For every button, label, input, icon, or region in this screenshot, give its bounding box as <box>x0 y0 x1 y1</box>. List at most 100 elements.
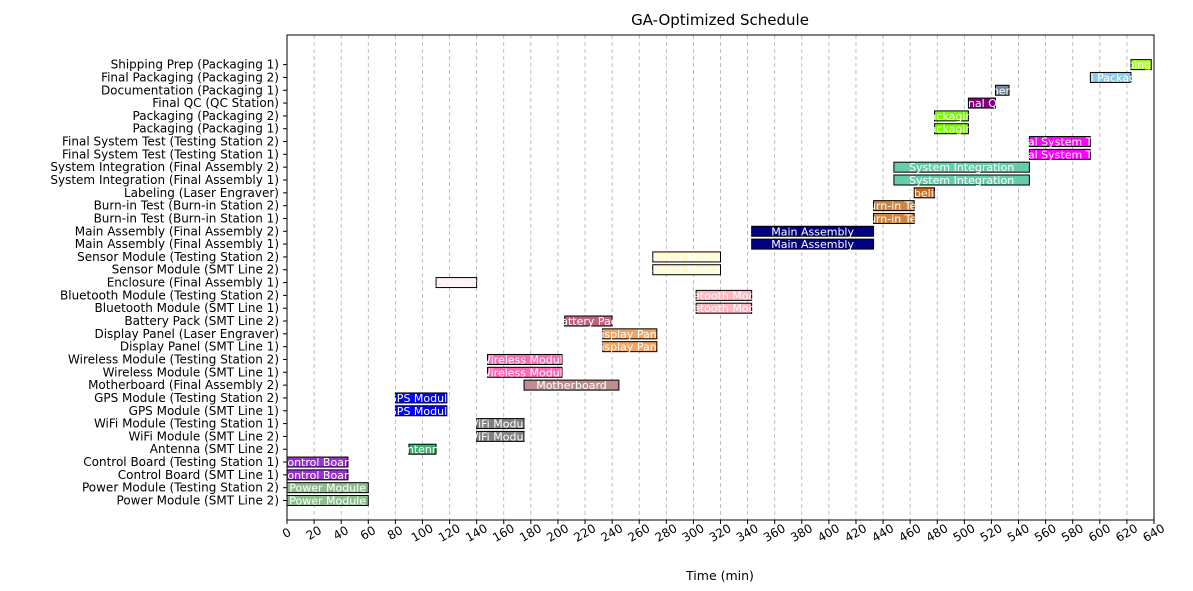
task-bar-label: GPS Module <box>388 405 454 418</box>
y-tick-label: Battery Pack (SMT Line 2) <box>124 314 279 328</box>
task-bar-label: Wireless Module <box>480 366 570 379</box>
task-bar-label: Packaging <box>924 123 980 136</box>
task-bar <box>652 251 721 263</box>
y-tick-label: Burn-in Test (Burn-in Station 1) <box>94 211 279 225</box>
task-bar <box>523 379 620 391</box>
x-tick-label: 620 <box>1113 521 1140 545</box>
task-bar-label: Documentation <box>960 84 1045 97</box>
task-bar <box>995 84 1010 96</box>
task-bar <box>394 405 448 417</box>
task-bar-label: Labeling <box>901 187 948 200</box>
x-tick-label: 560 <box>1032 521 1059 545</box>
x-tick-label: 120 <box>436 521 463 545</box>
y-tick-label: Labeling (Laser Engraver) <box>124 186 279 200</box>
y-tick-label: Shipping Prep (Packaging 1) <box>111 58 279 72</box>
task-bar <box>1130 59 1152 71</box>
task-bar-label: Sensor Module <box>646 264 727 277</box>
task-bar-label: Final System Test <box>1012 148 1108 161</box>
task-bar-label: Control Board <box>280 469 356 482</box>
task-bar-label: GPS Module <box>388 392 454 405</box>
x-tick-label: 240 <box>598 521 625 545</box>
task-bar-label: System Integration <box>909 174 1014 187</box>
y-tick-label: Main Assembly (Final Assembly 2) <box>75 224 279 238</box>
x-tick-label: 340 <box>734 521 761 545</box>
y-tick-label: WiFi Module (Testing Station 1) <box>94 417 279 431</box>
x-tick-label: 320 <box>707 521 734 545</box>
x-tick-label: 140 <box>463 521 490 545</box>
task-bar <box>476 418 525 430</box>
task-bar-label: Main Assembly <box>771 225 854 238</box>
task-bar-label: Bluetooth Module <box>675 289 772 302</box>
task-bar <box>486 366 563 378</box>
task-bar-label: System Integration <box>909 161 1014 174</box>
y-axis-ticks: Power Module (SMT Line 2)Power Module (T… <box>50 58 287 508</box>
task-bar <box>893 161 1030 173</box>
chart-title: GA-Optimized Schedule <box>631 11 809 29</box>
task-bar-label: Battery Pack <box>554 315 624 328</box>
task-bar-label: WiFi Module <box>467 430 533 443</box>
x-tick-label: 180 <box>517 521 544 545</box>
x-axis-label: Time (min) <box>685 568 754 583</box>
task-bar <box>408 443 437 455</box>
y-tick-label: WiFi Module (SMT Line 2) <box>129 429 280 443</box>
y-tick-label: Wireless Module (Testing Station 2) <box>68 352 279 366</box>
task-bar-label: Sensor Module <box>646 251 727 264</box>
y-tick-label: Bluetooth Module (Testing Station 2) <box>60 288 279 302</box>
task-bar <box>602 341 658 353</box>
x-tick-label: 600 <box>1086 521 1113 545</box>
y-tick-label: Packaging (Packaging 2) <box>133 109 279 123</box>
x-tick-label: 360 <box>761 521 788 545</box>
task-bar <box>873 212 915 224</box>
x-tick-label: 520 <box>978 521 1005 545</box>
y-tick-label: Packaging (Packaging 1) <box>133 122 279 136</box>
task-bar-label: Burn-in Test <box>861 200 927 213</box>
task-bar-label: Display Panel <box>593 341 667 354</box>
y-tick-label: Control Board (Testing Station 1) <box>83 455 279 469</box>
y-tick-label: Antenna (SMT Line 2) <box>150 442 279 456</box>
task-bar-label: Power Module <box>289 482 366 495</box>
y-tick-label: System Integration (Final Assembly 1) <box>50 173 279 187</box>
x-tick-label: 400 <box>815 521 842 545</box>
task-bar <box>1028 148 1091 160</box>
y-tick-label: Power Module (SMT Line 2) <box>117 494 279 508</box>
task-bar <box>287 456 349 468</box>
y-tick-label: Sensor Module (SMT Line 2) <box>112 263 279 277</box>
task-bar <box>435 277 478 289</box>
x-tick-label: 460 <box>896 521 923 545</box>
task-bar <box>934 110 969 122</box>
x-tick-label: 540 <box>1005 521 1032 545</box>
y-tick-label: Wireless Module (SMT Line 1) <box>103 365 279 379</box>
task-bar <box>1028 136 1091 148</box>
y-tick-label: System Integration (Final Assembly 2) <box>50 160 279 174</box>
task-bar-label: Antenna <box>399 443 445 456</box>
task-bar <box>602 328 658 340</box>
x-tick-label: 60 <box>358 523 378 543</box>
task-bar <box>751 238 875 250</box>
task-bar-label: Wireless Module <box>480 353 570 366</box>
y-tick-label: Bluetooth Module (SMT Line 1) <box>95 301 279 315</box>
x-tick-label: 280 <box>653 521 680 545</box>
task-bar <box>934 123 969 135</box>
y-tick-label: Main Assembly (Final Assembly 1) <box>75 237 279 251</box>
task-bar-label: Shipping Prep <box>1103 59 1179 72</box>
task-bar <box>873 200 915 212</box>
x-tick-label: 80 <box>385 523 405 543</box>
y-tick-label: Enclosure (Final Assembly 1) <box>107 276 279 290</box>
x-tick-label: 220 <box>571 521 598 545</box>
task-bar <box>893 174 1030 186</box>
task-bar-label: Display Panel <box>593 328 667 341</box>
x-tick-label: 440 <box>869 521 896 545</box>
y-tick-label: Final System Test (Testing Station 1) <box>62 147 279 161</box>
x-tick-label: 640 <box>1140 521 1167 545</box>
y-tick-label: Final QC (QC Station) <box>152 96 279 110</box>
task-bar <box>476 430 525 442</box>
task-bar-label: Packaging <box>924 110 980 123</box>
task-bar <box>486 353 563 365</box>
task-bar <box>751 225 875 237</box>
x-tick-label: 380 <box>788 521 815 545</box>
y-tick-label: Display Panel (Laser Engraver) <box>94 327 279 341</box>
task-bar-label: Main Assembly <box>771 238 854 251</box>
x-tick-label: 100 <box>409 521 436 545</box>
